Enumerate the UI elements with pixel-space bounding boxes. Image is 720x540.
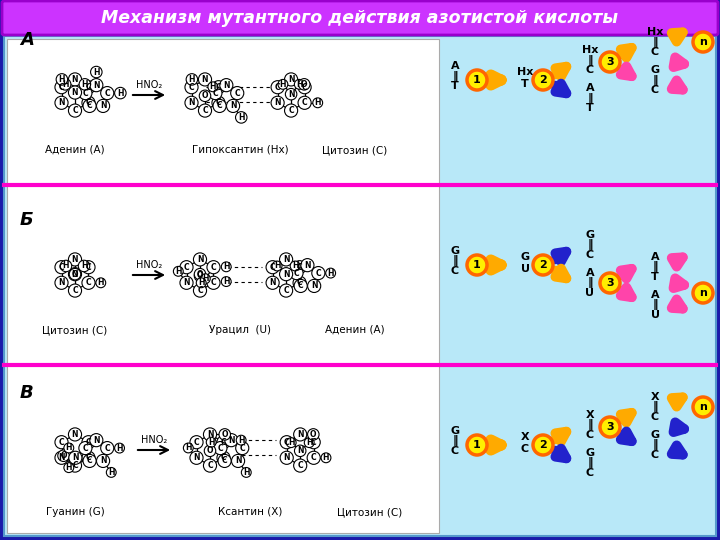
Text: Механизм мутантного действия азотистой кислоты: Механизм мутантного действия азотистой к… [102,9,618,27]
Circle shape [55,451,68,464]
Circle shape [214,442,227,455]
Circle shape [221,262,231,272]
Circle shape [600,52,620,72]
Circle shape [235,442,249,455]
Text: A: A [651,290,660,300]
Text: H: H [323,453,329,462]
Text: C: C [211,262,216,272]
Text: C: C [302,83,307,92]
Circle shape [78,260,90,272]
Text: H: H [288,438,294,447]
FancyBboxPatch shape [2,1,718,35]
Text: T: T [651,272,659,282]
Text: H: H [223,277,230,286]
Text: N: N [304,261,310,269]
Text: В: В [20,384,34,402]
Circle shape [96,99,109,112]
Circle shape [204,445,216,456]
Circle shape [79,442,92,455]
Text: Цитозин (С): Цитозин (С) [42,325,107,335]
Text: O: O [310,430,317,439]
Circle shape [307,429,319,440]
Text: C: C [216,98,221,107]
Circle shape [82,96,95,109]
Circle shape [241,468,251,477]
Text: 1: 1 [473,440,481,450]
Text: ‖: ‖ [652,261,658,273]
Text: C: C [216,83,221,92]
Circle shape [68,268,81,281]
Circle shape [69,451,82,464]
Circle shape [79,86,92,100]
Text: C: C [240,443,245,453]
Circle shape [56,73,68,85]
Circle shape [58,450,69,462]
Text: H: H [189,75,195,84]
Circle shape [68,428,81,441]
Circle shape [185,96,198,109]
Text: N: N [311,281,318,291]
Circle shape [221,276,231,287]
Circle shape [600,273,620,293]
Text: Гипоксантин (Нх): Гипоксантин (Нх) [192,145,288,155]
Circle shape [307,436,320,449]
Circle shape [272,261,282,271]
Text: N: N [188,98,194,107]
Circle shape [279,284,292,297]
Circle shape [68,73,81,86]
Text: N: N [72,88,78,97]
Text: N: N [202,75,208,84]
Text: ‖: ‖ [652,75,658,85]
Circle shape [213,99,226,112]
Circle shape [280,451,293,464]
Circle shape [83,454,96,468]
Circle shape [312,98,323,107]
Text: O: O [207,447,213,455]
Circle shape [55,80,68,94]
Text: ‖: ‖ [652,402,658,413]
Text: ‖: ‖ [588,420,593,430]
Text: C: C [270,262,276,272]
Text: C: C [651,47,659,57]
Circle shape [64,463,73,472]
Text: H: H [81,80,88,89]
Text: H: H [202,274,209,283]
Circle shape [219,429,230,440]
Text: C: C [104,89,110,98]
Text: H: H [117,443,123,453]
Text: C: C [288,106,294,115]
Text: G: G [650,430,660,440]
Text: Hx: Hx [647,27,663,37]
Text: ‖: ‖ [588,457,593,469]
Text: C: C [211,278,216,287]
Circle shape [290,267,303,280]
Text: C: C [284,438,289,447]
Circle shape [307,451,320,464]
Text: Аденин (А): Аденин (А) [45,145,105,155]
Text: N: N [223,80,230,90]
Text: Урацил  (U): Урацил (U) [209,325,271,335]
Text: H: H [306,438,312,447]
Text: C: C [212,89,218,98]
Circle shape [208,82,217,92]
Circle shape [301,259,314,272]
Text: ‖: ‖ [652,440,658,450]
Text: Hx: Hx [517,67,534,77]
Text: C: C [86,456,92,465]
Text: N: N [72,255,78,264]
Text: C: C [586,430,594,440]
Text: C: C [294,268,300,278]
Text: C: C [86,278,91,287]
Circle shape [180,261,193,274]
Circle shape [467,435,487,455]
Text: C: C [283,286,289,295]
Text: 2: 2 [539,440,547,450]
Text: C: C [586,468,594,478]
Circle shape [693,397,713,417]
Text: N: N [100,102,107,110]
Text: C: C [651,85,659,95]
Text: G: G [451,246,459,256]
Text: C: C [311,453,317,462]
Text: HNO₂: HNO₂ [136,260,162,270]
